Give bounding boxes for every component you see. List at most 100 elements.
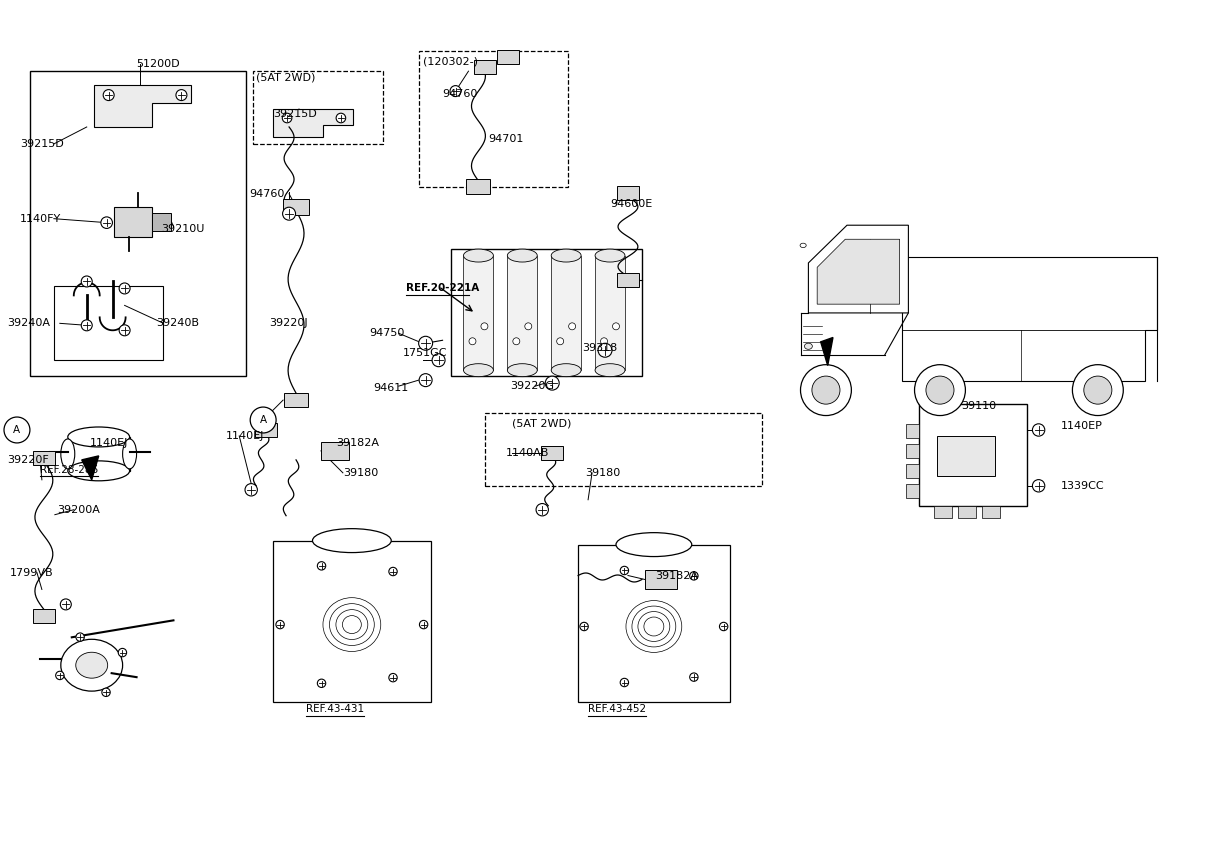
Text: 94750: 94750 bbox=[369, 328, 404, 338]
Text: 39215D: 39215D bbox=[20, 139, 64, 149]
Circle shape bbox=[925, 376, 954, 404]
Bar bbox=[419, 51, 568, 187]
Bar bbox=[68, 437, 129, 471]
Bar bbox=[498, 50, 520, 64]
Circle shape bbox=[60, 599, 71, 610]
Bar bbox=[919, 404, 1026, 505]
Text: 51200D: 51200D bbox=[136, 59, 181, 70]
Circle shape bbox=[1032, 480, 1045, 492]
Circle shape bbox=[433, 354, 445, 366]
Circle shape bbox=[81, 276, 92, 287]
Ellipse shape bbox=[569, 323, 575, 330]
Text: 1140EP: 1140EP bbox=[1061, 421, 1102, 431]
Bar bbox=[485, 413, 762, 486]
Polygon shape bbox=[902, 257, 1156, 382]
Polygon shape bbox=[82, 456, 98, 480]
Circle shape bbox=[419, 374, 433, 387]
Bar bbox=[33, 610, 55, 623]
Circle shape bbox=[101, 217, 112, 228]
Ellipse shape bbox=[508, 364, 537, 377]
Ellipse shape bbox=[481, 323, 488, 330]
Bar bbox=[463, 255, 493, 371]
Ellipse shape bbox=[595, 249, 626, 262]
Bar bbox=[151, 213, 172, 231]
Ellipse shape bbox=[632, 606, 676, 647]
Bar bbox=[284, 393, 308, 407]
Text: 1140AB: 1140AB bbox=[505, 448, 548, 458]
Circle shape bbox=[1073, 365, 1123, 416]
Bar bbox=[617, 186, 639, 200]
Text: 1751GC: 1751GC bbox=[403, 349, 447, 358]
Text: 39318: 39318 bbox=[583, 343, 617, 354]
Text: 39180: 39180 bbox=[585, 468, 621, 477]
Circle shape bbox=[812, 376, 839, 404]
Bar bbox=[451, 248, 642, 377]
Ellipse shape bbox=[463, 249, 493, 262]
Circle shape bbox=[118, 649, 127, 656]
Text: 39240A: 39240A bbox=[7, 318, 50, 328]
Ellipse shape bbox=[512, 338, 520, 345]
Bar bbox=[253, 71, 382, 144]
Bar bbox=[982, 505, 999, 517]
Ellipse shape bbox=[68, 427, 129, 447]
Bar bbox=[645, 570, 677, 589]
Ellipse shape bbox=[800, 243, 806, 248]
Ellipse shape bbox=[60, 439, 75, 469]
Text: (5AT 2WD): (5AT 2WD) bbox=[256, 72, 316, 82]
Circle shape bbox=[800, 365, 852, 416]
Circle shape bbox=[419, 337, 433, 350]
Bar bbox=[467, 179, 490, 194]
Text: 39200A: 39200A bbox=[57, 505, 100, 515]
Circle shape bbox=[689, 572, 698, 580]
Text: 94760: 94760 bbox=[442, 89, 478, 99]
Ellipse shape bbox=[343, 616, 361, 633]
Text: 94701: 94701 bbox=[488, 134, 524, 144]
Ellipse shape bbox=[612, 323, 619, 330]
Bar bbox=[54, 287, 163, 360]
Text: 39180: 39180 bbox=[343, 468, 379, 477]
Circle shape bbox=[317, 679, 326, 688]
Circle shape bbox=[599, 343, 612, 357]
Bar bbox=[283, 198, 308, 215]
Text: 94600E: 94600E bbox=[610, 198, 653, 209]
Bar bbox=[595, 255, 626, 371]
Polygon shape bbox=[809, 226, 908, 313]
Bar bbox=[957, 505, 976, 517]
Text: (120302-): (120302-) bbox=[423, 56, 478, 66]
Bar bbox=[906, 464, 919, 477]
Bar bbox=[29, 71, 246, 377]
Bar bbox=[617, 274, 639, 287]
Text: REF.20-221A: REF.20-221A bbox=[406, 283, 479, 293]
Ellipse shape bbox=[323, 598, 381, 651]
Ellipse shape bbox=[644, 617, 664, 636]
Circle shape bbox=[283, 114, 291, 123]
Ellipse shape bbox=[638, 611, 670, 641]
Bar bbox=[578, 544, 730, 702]
Text: 94760: 94760 bbox=[249, 189, 285, 198]
Circle shape bbox=[103, 90, 114, 101]
Polygon shape bbox=[821, 338, 833, 365]
Text: 1140EJ: 1140EJ bbox=[226, 431, 264, 441]
Ellipse shape bbox=[463, 364, 493, 377]
Bar bbox=[474, 60, 497, 74]
Bar bbox=[934, 505, 952, 517]
Bar bbox=[906, 424, 919, 438]
Circle shape bbox=[719, 622, 728, 631]
Bar bbox=[273, 541, 430, 702]
Text: 94611: 94611 bbox=[372, 383, 408, 393]
Circle shape bbox=[176, 90, 187, 101]
Bar bbox=[541, 446, 563, 460]
Ellipse shape bbox=[626, 600, 682, 652]
Bar bbox=[906, 484, 919, 498]
Text: 1140EJ: 1140EJ bbox=[90, 438, 128, 448]
Circle shape bbox=[245, 483, 257, 496]
Ellipse shape bbox=[508, 249, 537, 262]
Ellipse shape bbox=[805, 343, 812, 349]
Circle shape bbox=[336, 114, 345, 123]
Ellipse shape bbox=[525, 323, 532, 330]
Ellipse shape bbox=[616, 533, 692, 556]
Text: 39220J: 39220J bbox=[269, 318, 307, 328]
Text: 1140FY: 1140FY bbox=[20, 214, 61, 224]
Bar bbox=[936, 436, 994, 476]
Bar bbox=[906, 444, 919, 458]
